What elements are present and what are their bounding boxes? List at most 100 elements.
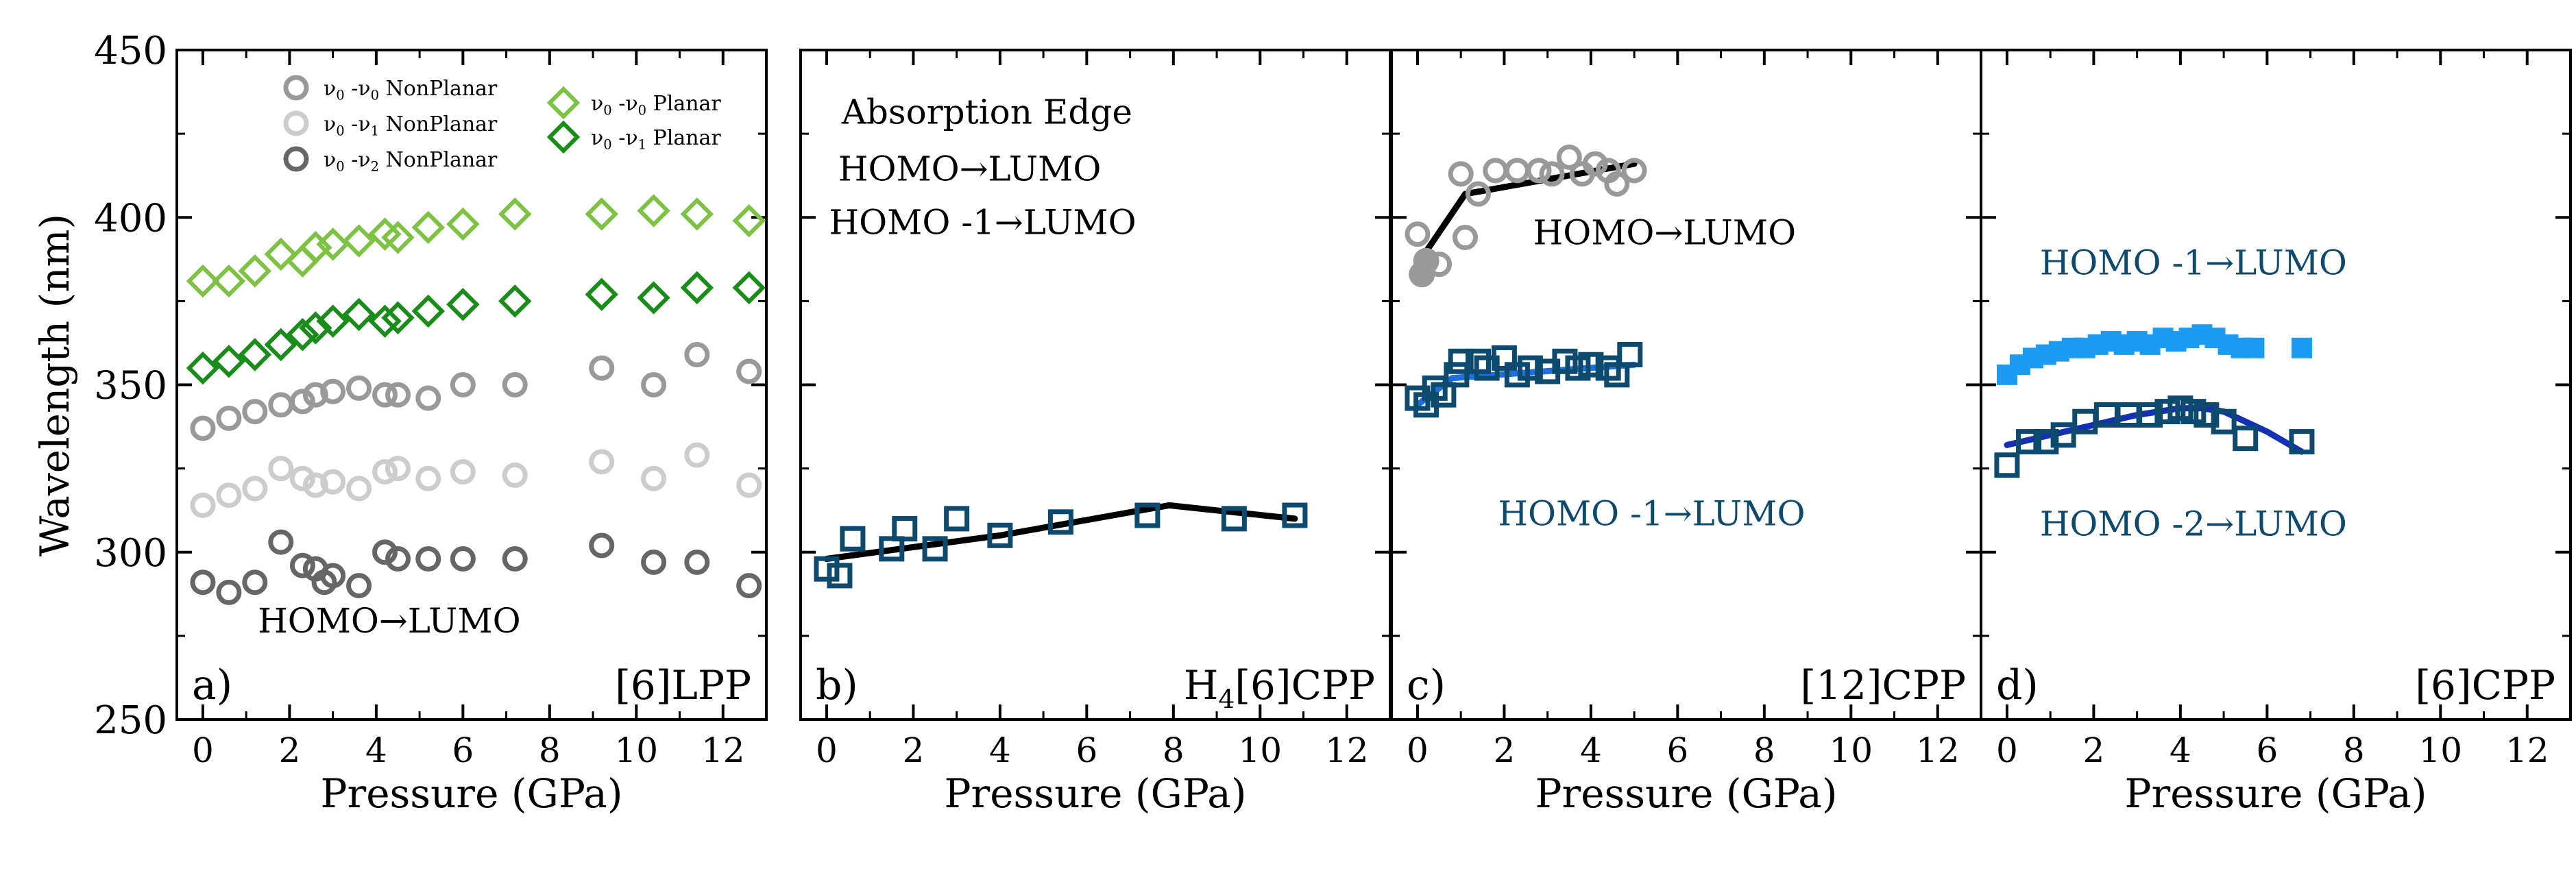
y-tick-label: 350 [94,364,167,408]
data-point [684,442,710,468]
x-tick-label: 10 [1829,731,1873,770]
data-point [637,194,670,228]
data-point [346,476,372,502]
data-point [1526,158,1552,184]
y-tick-label: 450 [94,29,167,73]
panel-2: 0 2 4 6 8 10 12 Pressure (GPa) b) H4​[6]CPP Absorp… [799,49,1392,817]
data-point [879,536,905,562]
data-point [987,522,1013,548]
data-point [2289,429,2315,455]
data-point [546,86,581,120]
x-axis-label: Pressure (GPa) [1535,770,1837,817]
data-point [299,311,332,345]
data-point [641,549,667,575]
data-point [502,372,528,397]
subscript: 1 [638,137,646,153]
data-point [502,462,528,488]
series [814,502,1308,589]
annotation: HOMO→LUMO [258,601,520,641]
x-tick-label: 10 [614,731,658,770]
x-tick-label: 10 [2418,731,2462,770]
data-point [2016,429,2042,455]
annotation: HOMO→LUMO [1533,212,1796,252]
data-point [1426,252,1453,278]
data-point [2180,399,2207,425]
data-point [2211,408,2237,434]
x-tick-label: 2 [903,731,925,770]
text-run: [12]CPP [1801,662,1967,709]
data-point [1617,342,1643,368]
data-point [2137,402,2163,428]
data-point [1444,362,1470,388]
fit-line [1414,160,1638,268]
x-tick-label: 8 [1753,731,1775,770]
data-point [2291,337,2312,358]
text-run: -ν [345,77,371,101]
data-point [238,254,272,288]
subscript: 0 [603,103,611,119]
data-point [680,197,714,231]
y-tick-label: 400 [94,196,167,241]
series [190,442,762,518]
subscript: 2 [371,159,379,175]
data-point [1552,348,1578,374]
fit-line [823,502,1298,562]
subscript: 0 [603,137,611,153]
data-point [372,459,398,485]
subscript: 0 [638,103,646,119]
x-tick-label: 12 [701,731,745,770]
data-point [446,207,480,241]
subscript: 1 [371,123,379,139]
data-point [302,472,328,498]
data-point [212,264,246,298]
data-point [1413,247,1439,274]
fit-line [2004,405,2305,455]
data-point [186,351,220,385]
x-tick-label: 4 [365,731,387,770]
text-run: Planar [646,92,721,116]
annotation: HOMO -1→LUMO [829,203,1137,243]
panel-title: [6]LPP [615,662,751,709]
data-point [415,465,441,491]
data-point [1517,355,1543,381]
data-point [1578,352,1604,378]
text-run: [6]LPP [615,662,751,709]
subscript: 4 [1218,684,1235,714]
x-tick-label: 8 [1163,731,1184,770]
data-point [736,573,762,599]
data-point [1448,348,1474,374]
panel-title: [12]CPP [1801,662,1967,709]
subscript: 0 [336,123,344,139]
data-point [381,221,415,254]
x-tick-label: 2 [279,731,301,770]
x-axis-label: Pressure (GPa) [2124,770,2427,817]
data-point [411,294,446,328]
data-point [498,284,532,318]
x-tick-label: 0 [1407,731,1429,770]
data-point [1556,144,1582,170]
data-point [286,317,319,352]
panel-3: 0 2 4 6 8 10 12 Pressure (GPa) c) [12]CPP HOMO→LUM… [1390,49,1982,817]
x-tick-label: 0 [1996,731,2018,770]
text-run: -ν [612,92,638,116]
y-tick-label: 250 [94,698,167,743]
text-run: -ν [345,148,371,172]
subscript: 0 [336,88,344,103]
data-point [289,552,315,578]
data-point [368,304,402,338]
data-point [641,372,667,397]
data-point [585,278,618,311]
data-point [2244,337,2265,358]
legend-label: ν0​ -ν1​ Planar [591,126,721,153]
data-point [283,146,309,172]
data-point [1282,502,1308,528]
data-point [2033,429,2059,455]
x-tick-label: 4 [1580,731,1602,770]
data-point [299,230,332,265]
data-point [289,465,315,491]
data-point [242,399,268,425]
text-run: ν [324,148,336,172]
data-point [2194,402,2220,428]
series [190,342,762,441]
